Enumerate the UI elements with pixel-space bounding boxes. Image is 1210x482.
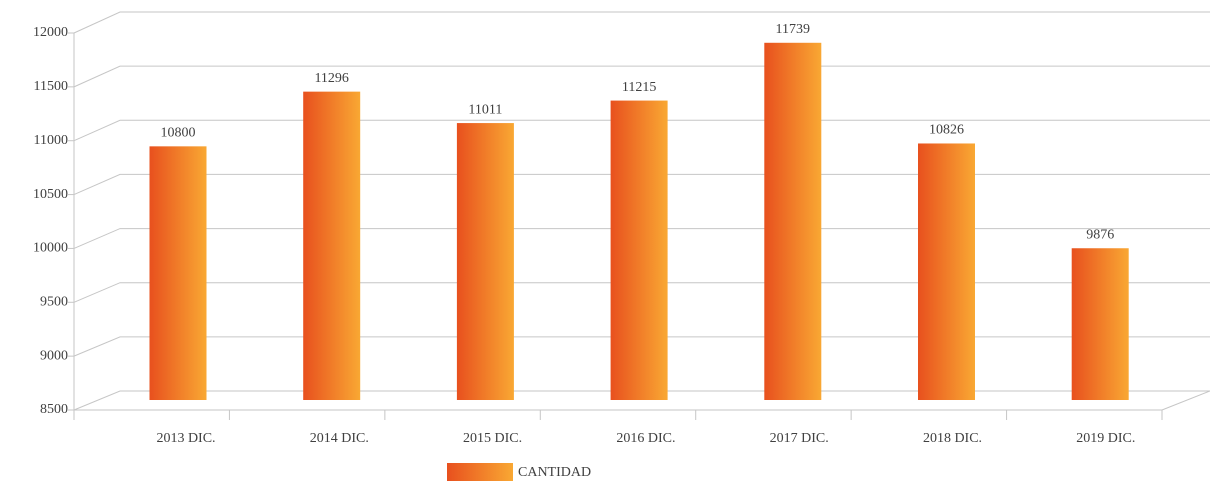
bar (610, 100, 668, 401)
grid-line (73, 390, 1210, 411)
value-label: 10826 (929, 123, 964, 138)
y-tick-label: 10500 (33, 187, 68, 202)
y-tick-label: 9500 (40, 295, 68, 310)
y-tick-label: 8500 (40, 402, 68, 417)
legend-swatch (447, 463, 513, 481)
y-tick-label: 11000 (34, 133, 68, 148)
grid-line (73, 65, 1210, 88)
y-tick-label: 10000 (33, 241, 68, 256)
x-tick-label: 2013 DIC. (156, 431, 215, 446)
y-tick-label: 11500 (34, 79, 68, 94)
grid-line (73, 11, 1210, 34)
bar (764, 42, 822, 400)
x-tick-label: 2017 DIC. (770, 431, 829, 446)
value-label: 10800 (161, 126, 196, 141)
legend-label: CANTIDAD (518, 465, 591, 480)
value-label: 11011 (468, 102, 502, 117)
x-axis-side (1161, 390, 1210, 411)
grid-line (73, 228, 1210, 249)
value-label: 11296 (314, 71, 348, 86)
x-tick-label: 2019 DIC. (1076, 431, 1135, 446)
x-tick-label: 2015 DIC. (463, 431, 522, 446)
y-tick-label: 12000 (33, 25, 68, 40)
bar (918, 143, 975, 400)
grid-line (73, 282, 1210, 303)
value-label: 9876 (1086, 227, 1114, 242)
grid-line (73, 173, 1210, 196)
x-tick-label: 2016 DIC. (616, 431, 675, 446)
grid-line (73, 336, 1210, 357)
value-label: 11215 (622, 80, 656, 95)
y-tick-label: 9000 (40, 348, 68, 363)
bar (149, 146, 207, 400)
x-tick-label: 2014 DIC. (310, 431, 369, 446)
grid-line (73, 119, 1210, 142)
value-label: 11739 (776, 22, 810, 37)
bar (1071, 248, 1129, 400)
x-tick-label: 2018 DIC. (923, 431, 982, 446)
bar (303, 91, 361, 400)
bar (456, 123, 514, 400)
